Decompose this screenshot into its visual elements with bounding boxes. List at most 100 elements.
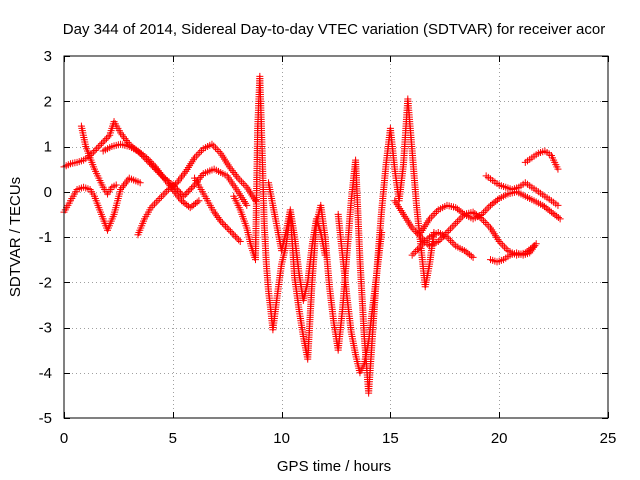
interpolated-point — [228, 229, 236, 237]
interpolated-point — [184, 187, 192, 195]
interpolated-point — [194, 150, 202, 158]
series-track-5 — [99, 140, 203, 212]
interpolated-point — [448, 238, 456, 246]
plot-frame — [63, 55, 609, 419]
interpolated-point — [481, 219, 489, 227]
interpolated-point — [152, 198, 160, 206]
interpolated-point — [427, 213, 435, 221]
data-point — [217, 217, 225, 225]
interpolated-point — [502, 245, 510, 253]
interpolated-point — [530, 243, 538, 251]
x-axis-label: GPS time / hours — [277, 458, 391, 475]
interpolated-point — [410, 249, 418, 257]
interpolated-point — [480, 217, 488, 225]
interpolated-point — [154, 196, 162, 204]
interpolated-point — [218, 219, 226, 227]
interpolated-point — [231, 232, 239, 240]
interpolated-point — [431, 209, 439, 217]
interpolated-point — [419, 240, 427, 248]
interpolated-point — [481, 207, 489, 215]
data-point — [443, 233, 451, 241]
interpolated-point — [226, 227, 234, 235]
interpolated-point — [144, 156, 152, 164]
y-tick-label: 2 — [44, 93, 52, 110]
x-tick-label: 15 — [382, 430, 399, 447]
series-track-6 — [191, 174, 244, 246]
interpolated-point — [429, 211, 437, 219]
interpolated-point — [141, 152, 149, 160]
x-tick-label: 25 — [600, 430, 617, 447]
interpolated-point — [214, 214, 222, 222]
interpolated-point — [410, 226, 418, 234]
interpolated-point — [225, 226, 233, 234]
interpolated-point — [238, 178, 246, 186]
interpolated-point — [446, 237, 454, 245]
interpolated-point — [436, 236, 444, 244]
series-track-15 — [486, 240, 540, 266]
y-tick-label: 3 — [44, 48, 52, 65]
data-point — [136, 179, 144, 187]
interpolated-point — [89, 148, 97, 156]
data-point — [147, 204, 155, 212]
interpolated-point — [241, 181, 249, 189]
data-point — [210, 208, 218, 216]
data-point — [223, 224, 231, 232]
interpolated-point — [196, 148, 204, 156]
interpolated-point — [211, 210, 219, 218]
interpolated-point — [500, 243, 508, 251]
interpolated-point — [448, 223, 456, 231]
interpolated-point — [98, 140, 106, 148]
data-point — [469, 253, 477, 261]
interpolated-point — [453, 218, 461, 226]
y-tick-label: -1 — [39, 229, 52, 246]
interpolated-point — [198, 147, 206, 155]
interpolated-point — [554, 214, 562, 222]
interpolated-point — [450, 221, 458, 229]
data-point — [93, 145, 101, 153]
data-point — [495, 238, 503, 246]
interpolated-point — [450, 240, 458, 248]
interpolated-point — [102, 135, 110, 143]
interpolated-point — [161, 189, 169, 197]
interpolated-point — [213, 212, 221, 220]
interpolated-point — [480, 209, 488, 217]
interpolated-point — [483, 220, 491, 228]
data-point — [234, 174, 242, 182]
data-markers — [60, 72, 564, 397]
interpolated-point — [493, 196, 501, 204]
interpolated-point — [446, 225, 454, 233]
interpolated-point — [96, 141, 104, 149]
interpolated-point — [467, 252, 475, 260]
data-point — [554, 201, 562, 209]
interpolated-point — [215, 147, 223, 155]
data-point — [478, 210, 486, 218]
interpolated-point — [527, 247, 535, 255]
chart-title: Day 344 of 2014, Sidereal Day-to-day VTE… — [63, 21, 605, 38]
series-track-2 — [60, 174, 144, 234]
interpolated-point — [171, 180, 179, 188]
y-tick-label: -4 — [39, 365, 52, 382]
interpolated-point — [213, 146, 221, 154]
data-point — [112, 181, 120, 189]
y-tick-label: -5 — [39, 410, 52, 427]
y-axis-label: SDTVAR / TECUs — [7, 177, 24, 297]
interpolated-point — [159, 191, 167, 199]
interpolated-point — [193, 198, 201, 206]
x-tick-label: 0 — [60, 430, 68, 447]
data-point — [195, 197, 203, 205]
interpolated-point — [412, 228, 420, 236]
interpolated-point — [239, 180, 247, 188]
interpolated-point — [192, 152, 200, 160]
interpolated-point — [528, 245, 536, 253]
data-point — [236, 238, 244, 246]
data-point — [408, 224, 416, 232]
interpolated-point — [235, 236, 243, 244]
series-track-11 — [417, 188, 564, 236]
interpolated-point — [210, 142, 218, 150]
data-point — [408, 251, 416, 259]
data-point — [554, 165, 562, 173]
data-point — [321, 251, 329, 259]
interpolated-point — [189, 183, 197, 191]
series-track-14 — [521, 147, 562, 173]
